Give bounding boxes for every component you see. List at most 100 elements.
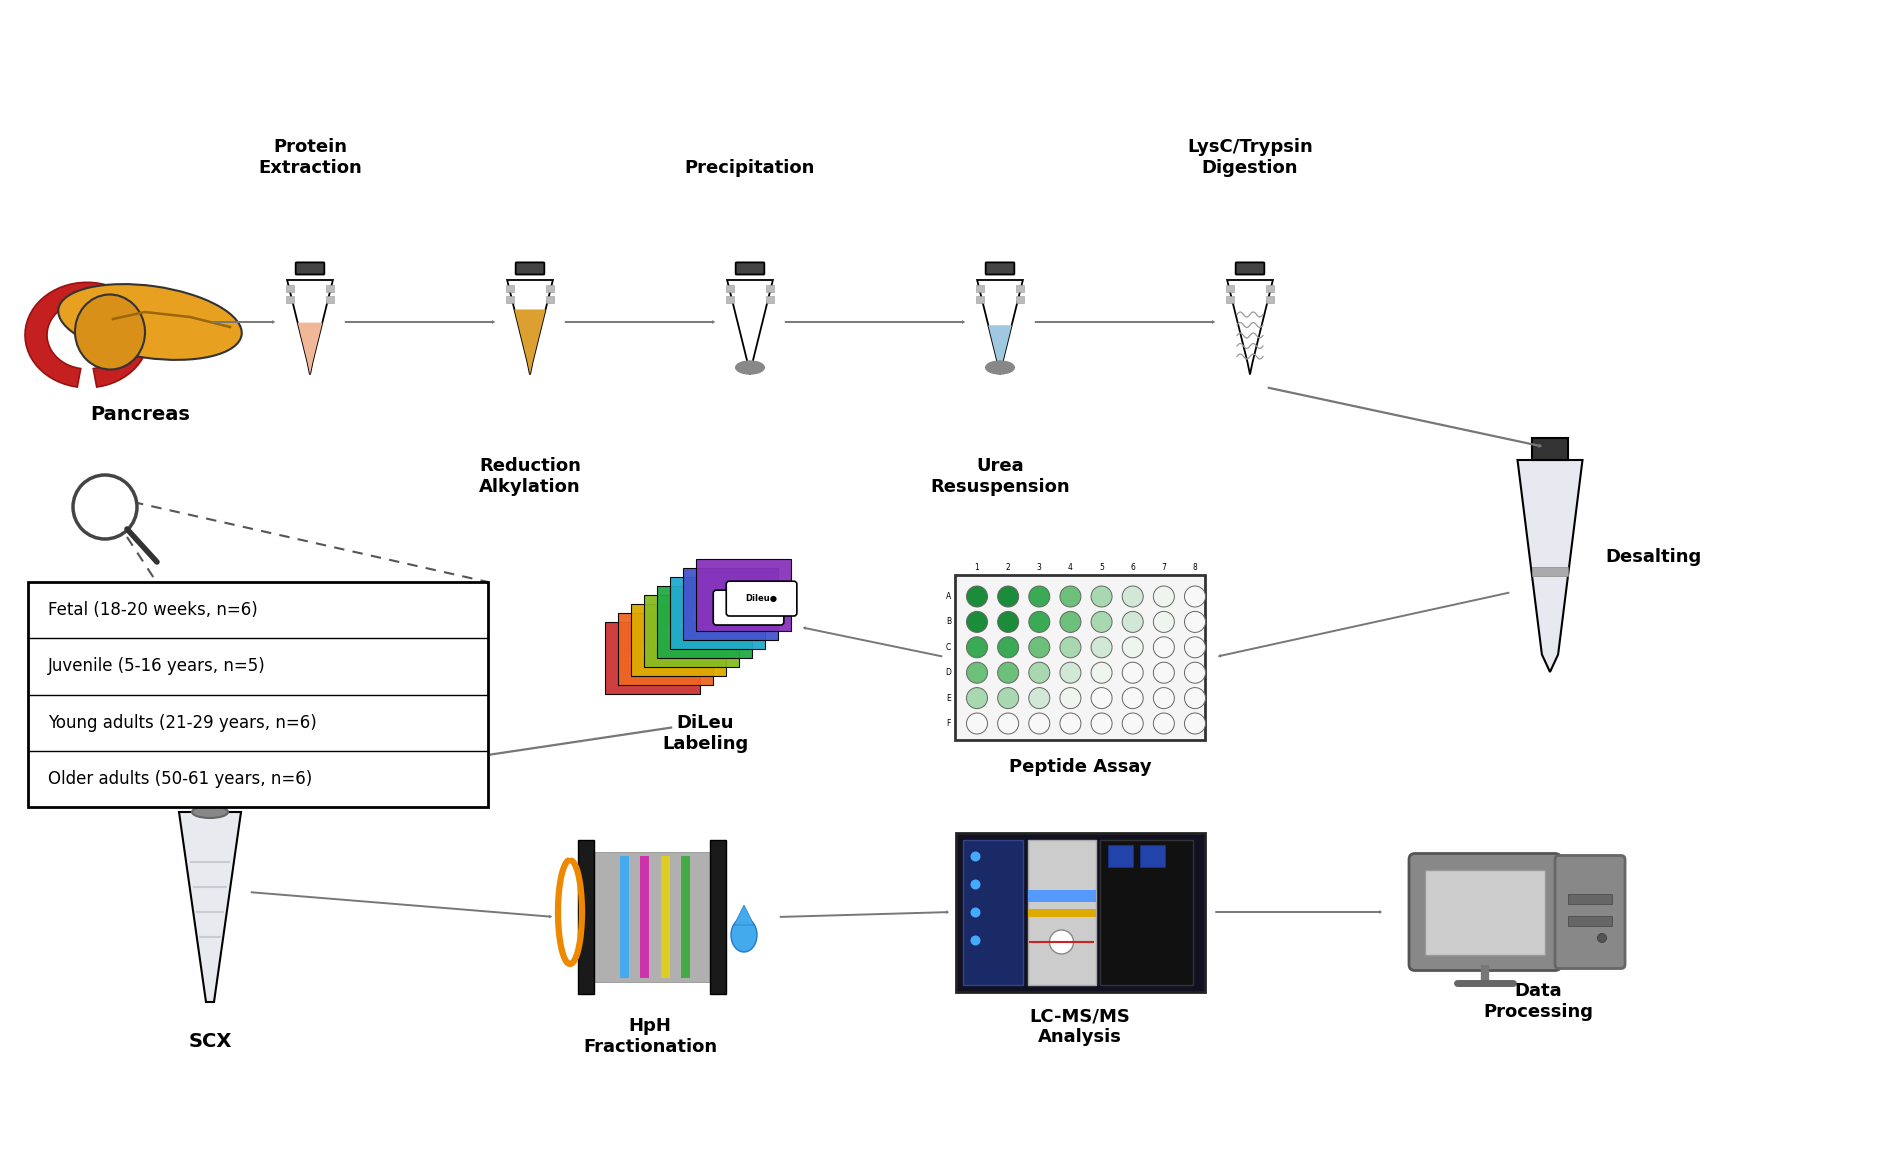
- Text: 6: 6: [1130, 562, 1135, 572]
- Bar: [641, 856, 649, 978]
- Text: LysC/Trypsin
Digestion: LysC/Trypsin Digestion: [1186, 138, 1313, 177]
- Text: Data
Processing: Data Processing: [1482, 983, 1594, 1021]
- Circle shape: [1122, 586, 1143, 607]
- FancyBboxPatch shape: [1426, 869, 1545, 954]
- Circle shape: [971, 852, 981, 861]
- Text: 115b: 115b: [641, 641, 647, 657]
- Polygon shape: [977, 280, 1022, 374]
- FancyBboxPatch shape: [670, 578, 766, 650]
- FancyBboxPatch shape: [696, 559, 790, 631]
- Circle shape: [1154, 611, 1175, 632]
- Bar: [1266, 286, 1273, 293]
- Bar: [1531, 567, 1569, 576]
- Bar: [1028, 909, 1096, 917]
- Text: B: B: [947, 617, 951, 626]
- Circle shape: [1060, 637, 1081, 658]
- Bar: [1028, 890, 1096, 902]
- Bar: [726, 296, 734, 303]
- Bar: [1226, 296, 1233, 303]
- Circle shape: [1028, 662, 1051, 683]
- Text: Dileu●: Dileu●: [745, 594, 777, 603]
- Polygon shape: [515, 309, 545, 374]
- FancyBboxPatch shape: [515, 263, 545, 274]
- Bar: [1028, 839, 1096, 984]
- Circle shape: [74, 475, 138, 539]
- Bar: [619, 856, 628, 978]
- Bar: [1139, 845, 1164, 867]
- Ellipse shape: [736, 361, 764, 374]
- Circle shape: [1184, 637, 1205, 658]
- Text: 116c: 116c: [681, 615, 687, 630]
- Circle shape: [966, 688, 988, 709]
- Polygon shape: [179, 812, 241, 1002]
- Circle shape: [1092, 662, 1113, 683]
- Bar: [505, 296, 515, 303]
- Circle shape: [1060, 713, 1081, 734]
- Circle shape: [1092, 586, 1113, 607]
- Circle shape: [1184, 688, 1205, 709]
- Polygon shape: [1518, 460, 1582, 672]
- Bar: [726, 286, 734, 293]
- Text: Fetal (18-20 weeks, n=6): Fetal (18-20 weeks, n=6): [47, 601, 258, 619]
- Circle shape: [966, 611, 988, 632]
- Text: Peptide Assay: Peptide Assay: [1009, 758, 1150, 775]
- Circle shape: [998, 586, 1018, 607]
- Text: DiLeu
Labeling: DiLeu Labeling: [662, 713, 749, 753]
- Text: 117a: 117a: [694, 605, 700, 621]
- Bar: [577, 840, 594, 994]
- Text: A: A: [945, 591, 951, 601]
- FancyBboxPatch shape: [28, 582, 488, 806]
- Circle shape: [998, 637, 1018, 658]
- FancyBboxPatch shape: [619, 614, 713, 686]
- Bar: [594, 852, 709, 982]
- Ellipse shape: [204, 759, 217, 765]
- Text: Older adults (50-61 years, n=6): Older adults (50-61 years, n=6): [47, 770, 313, 788]
- Bar: [766, 296, 773, 303]
- FancyBboxPatch shape: [736, 263, 764, 274]
- Circle shape: [966, 662, 988, 683]
- FancyBboxPatch shape: [683, 568, 779, 640]
- FancyBboxPatch shape: [954, 574, 1205, 739]
- Bar: [766, 286, 773, 293]
- Text: Protein
Extraction: Protein Extraction: [258, 138, 362, 177]
- FancyBboxPatch shape: [632, 604, 726, 676]
- Text: E: E: [947, 694, 951, 703]
- Text: Dileu●: Dileu●: [732, 603, 764, 612]
- Circle shape: [1154, 662, 1175, 683]
- Text: 1: 1: [975, 562, 979, 572]
- Text: 2: 2: [1005, 562, 1011, 572]
- Polygon shape: [25, 282, 149, 387]
- Ellipse shape: [75, 294, 145, 370]
- Text: LC-MS/MS
Analysis: LC-MS/MS Analysis: [1030, 1007, 1130, 1046]
- Text: Pancreas: Pancreas: [91, 406, 190, 424]
- FancyBboxPatch shape: [1554, 855, 1626, 968]
- Text: D: D: [945, 668, 951, 677]
- Bar: [681, 856, 690, 978]
- Bar: [204, 762, 217, 812]
- Circle shape: [971, 880, 981, 889]
- FancyBboxPatch shape: [643, 595, 739, 667]
- Circle shape: [1597, 933, 1607, 942]
- Bar: [505, 286, 515, 293]
- Bar: [1226, 286, 1233, 293]
- Circle shape: [1060, 611, 1081, 632]
- Circle shape: [1122, 637, 1143, 658]
- Circle shape: [1122, 662, 1143, 683]
- Circle shape: [1092, 713, 1113, 734]
- Circle shape: [1122, 611, 1143, 632]
- Circle shape: [998, 662, 1018, 683]
- Bar: [977, 286, 984, 293]
- Bar: [709, 840, 726, 994]
- Circle shape: [1060, 688, 1081, 709]
- Text: Reduction
Alkylation: Reduction Alkylation: [479, 457, 581, 496]
- Bar: [545, 286, 554, 293]
- Circle shape: [1092, 637, 1113, 658]
- Circle shape: [1028, 713, 1051, 734]
- Circle shape: [1092, 611, 1113, 632]
- Text: Juvenile (5-16 years, n=5): Juvenile (5-16 years, n=5): [47, 658, 266, 675]
- Bar: [662, 856, 670, 978]
- Text: F: F: [947, 719, 951, 729]
- Bar: [1567, 894, 1613, 904]
- Circle shape: [971, 908, 981, 918]
- Circle shape: [998, 688, 1018, 709]
